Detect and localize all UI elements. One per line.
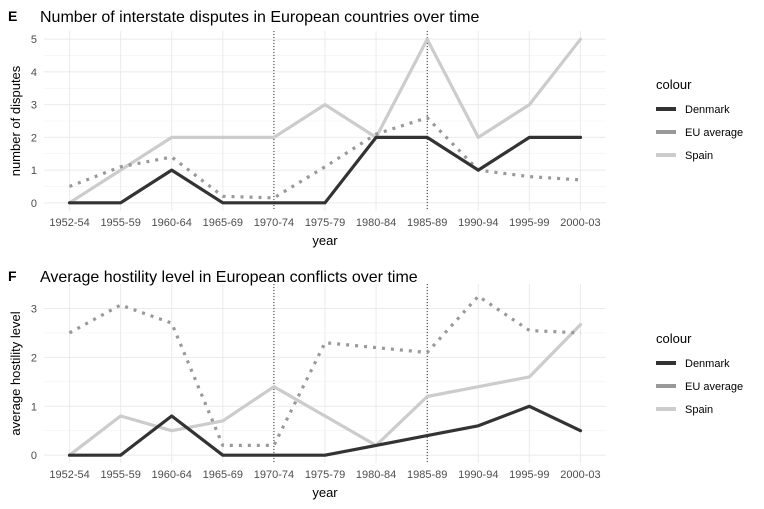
- x-tick-label: 1970-74: [254, 469, 294, 481]
- x-tick-label: 1952-54: [49, 217, 89, 229]
- panel-label: E: [8, 8, 17, 24]
- x-tick-label: 1975-79: [305, 469, 345, 481]
- y-tick-label: 2: [31, 132, 37, 144]
- x-tick-label: 1960-64: [152, 469, 192, 481]
- chart-panel-e: E Number of interstate disputes in Europe…: [8, 8, 743, 248]
- series-line-eu-average: [68, 116, 581, 200]
- series-line-spain: [67, 323, 583, 457]
- legend: colour Denmark EU average Spain: [656, 77, 743, 162]
- y-tick-label: 1: [31, 401, 37, 413]
- x-tick-label: 1965-69: [203, 217, 243, 229]
- x-tick-label: 1970-74: [254, 217, 294, 229]
- x-tick-label: 2000-03: [560, 469, 600, 481]
- y-axis-title: number of disputes: [8, 65, 23, 176]
- x-tick-label: 1960-64: [152, 217, 192, 229]
- y-tick-label: 3: [31, 303, 37, 315]
- x-tick-label: 1995-99: [509, 217, 549, 229]
- y-axis-title: average hostility level: [8, 311, 23, 435]
- y-tick-label: 2: [31, 352, 37, 364]
- legend-title: colour: [656, 331, 692, 346]
- y-tick-label: 5: [31, 34, 37, 46]
- x-axis-title: year: [312, 485, 338, 500]
- y-tick-label: 1: [31, 165, 37, 177]
- x-tick-label: 1975-79: [305, 217, 345, 229]
- legend-label: Spain: [685, 150, 713, 162]
- chart-panel-f: F Average hostility level in European con…: [8, 268, 743, 500]
- x-axis-title: year: [312, 233, 338, 248]
- x-tick-label: 1952-54: [49, 469, 89, 481]
- chart-title: Average hostility level in European conf…: [40, 269, 418, 286]
- series-line-denmark: [67, 135, 583, 205]
- legend-label: Denmark: [685, 104, 730, 116]
- legend: colour Denmark EU average Spain: [656, 331, 743, 416]
- x-tick-label: 1985-89: [407, 217, 447, 229]
- legend-title: colour: [656, 77, 692, 92]
- x-tick-label: 1965-69: [203, 469, 243, 481]
- x-tick-label: 1980-84: [356, 217, 396, 229]
- legend-label: EU average: [685, 381, 743, 393]
- x-tick-label: 1955-59: [100, 469, 140, 481]
- x-tick-label: 1990-94: [458, 469, 498, 481]
- y-tick-label: 3: [31, 100, 37, 112]
- x-tick-label: 1985-89: [407, 469, 447, 481]
- y-tick-label: 0: [31, 450, 37, 462]
- panel-label: F: [8, 268, 17, 284]
- x-tick-label: 2000-03: [560, 217, 600, 229]
- x-tick-label: 1955-59: [100, 217, 140, 229]
- x-tick-label: 1995-99: [509, 469, 549, 481]
- chart-title: Number of interstate disputes in Europea…: [40, 9, 479, 26]
- series-line-denmark: [67, 404, 583, 457]
- y-tick-label: 4: [31, 67, 37, 79]
- x-tick-label: 1990-94: [458, 217, 498, 229]
- legend-label: Spain: [685, 404, 713, 416]
- y-tick-label: 0: [31, 198, 37, 210]
- legend-label: EU average: [685, 127, 743, 139]
- series-line-spain: [67, 37, 583, 205]
- legend-label: Denmark: [685, 358, 730, 370]
- x-tick-label: 1980-84: [356, 469, 396, 481]
